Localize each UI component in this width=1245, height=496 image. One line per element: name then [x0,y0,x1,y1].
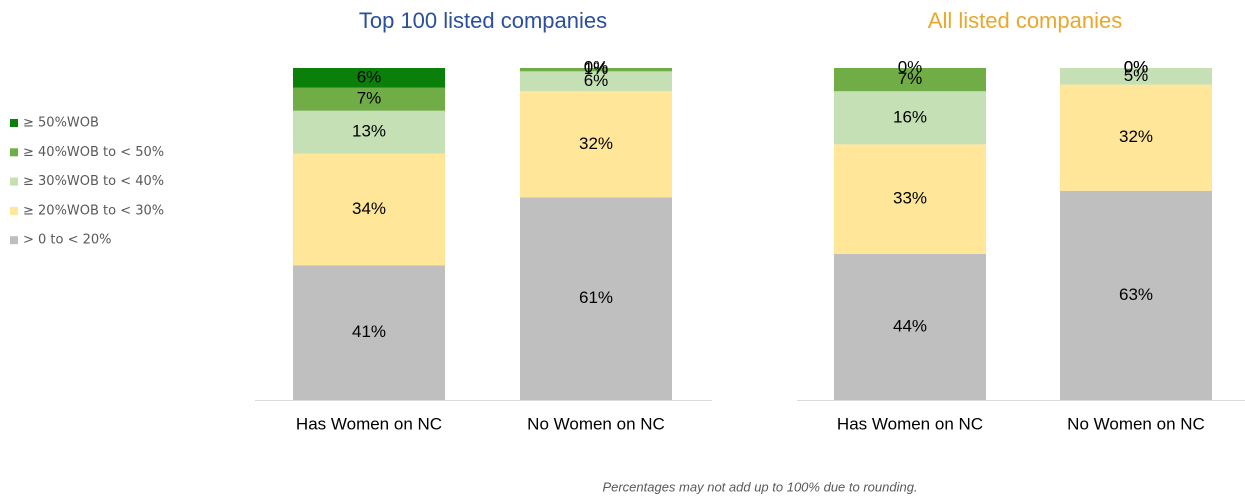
bar-segment [1060,190,1212,400]
bar-segment [520,91,672,198]
data-label: 6% [357,67,382,86]
bar-segment [293,110,445,154]
bar-segment [834,253,986,400]
legend-label: ≥ 20%WOB to < 30% [23,203,164,218]
data-label: 0% [1124,57,1149,76]
bar-segment [520,197,672,400]
legend-label: ≥ 40%WOB to < 50% [23,145,164,160]
legend-swatch [10,148,18,157]
bar-segment [834,68,986,92]
data-label: 16% [893,107,927,126]
x-tick-label: Has Women on NC [837,414,983,433]
data-label: 41% [352,322,386,341]
legend-swatch [10,177,18,186]
data-label: 44% [893,316,927,335]
bar-segment [293,153,445,266]
data-label: 13% [352,122,386,141]
bar-segment [293,87,445,111]
x-tick-label: No Women on NC [1067,414,1205,433]
bar-segment [293,68,445,88]
bar-segment [520,71,672,92]
data-label: 34% [352,199,386,218]
data-label: 32% [1119,127,1153,146]
bar-segment [1060,68,1212,85]
legend-swatch [10,119,18,127]
legend-swatch [10,236,18,245]
data-label: 5% [1124,66,1149,85]
bar-segment [293,265,445,400]
legend-label: ≥ 50%WOB [23,116,99,131]
data-label: 61% [579,288,613,307]
data-label: 0% [898,57,923,76]
data-label: 7% [898,69,923,88]
legend-swatch [10,206,18,215]
data-label: 0% [584,57,609,76]
chart-title: All listed companies [928,8,1122,33]
bar-segment [1060,84,1212,191]
chart-title: Top 100 listed companies [359,8,607,33]
bar-segment [834,144,986,254]
data-label: 1% [584,59,609,78]
legend-label: ≥ 30%WOB to < 40% [23,174,164,189]
data-label: 63% [1119,285,1153,304]
data-label: 0% [1124,57,1149,76]
legend-label: > 0 to < 20% [23,233,112,248]
data-label: 33% [893,189,927,208]
x-tick-label: No Women on NC [527,414,665,433]
footnote: Percentages may not add up to 100% due t… [602,479,917,494]
data-label: 7% [357,89,382,108]
bar-segment [520,68,672,72]
data-label: 6% [584,71,609,90]
bar-segment [834,91,986,145]
data-label: 32% [579,134,613,153]
x-tick-label: Has Women on NC [296,414,442,433]
